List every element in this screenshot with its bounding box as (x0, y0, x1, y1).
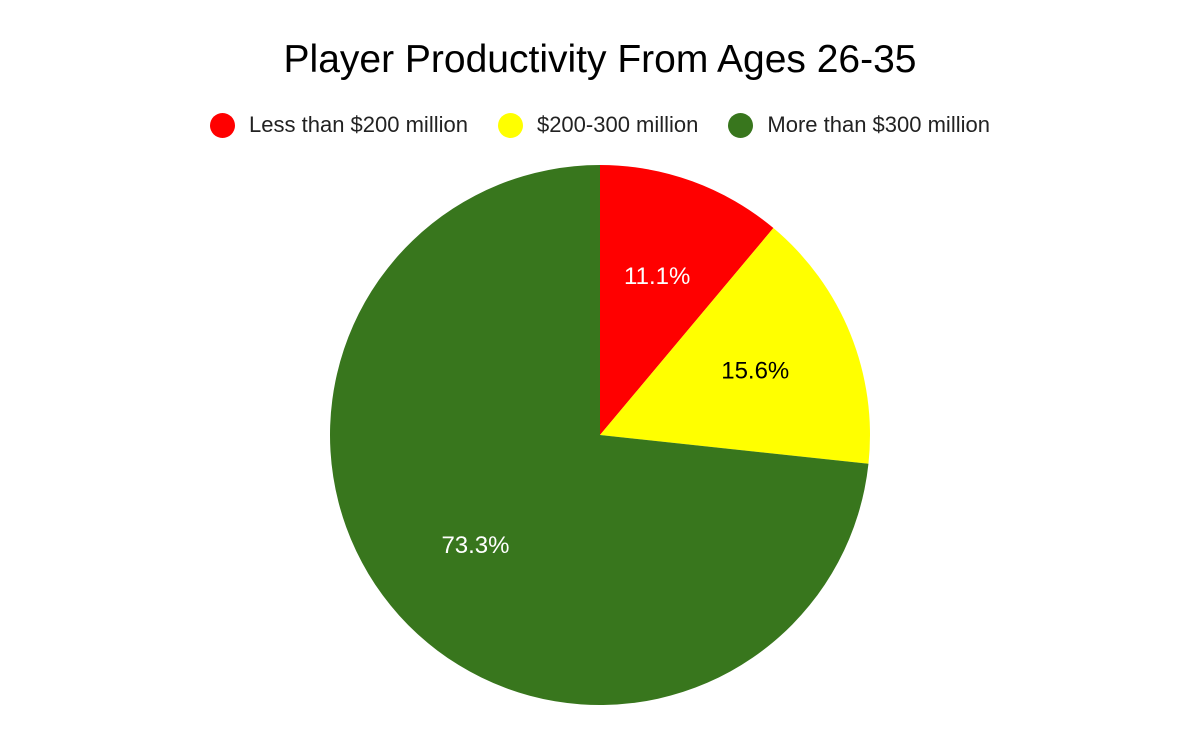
slice-value-label: 15.6% (721, 358, 789, 385)
slice-value-label: 11.1% (624, 263, 690, 290)
slice-less-than-200 (600, 165, 774, 435)
chart-legend: Less than $200 million $200-300 million … (0, 110, 1200, 140)
slice-value-label: 73.3% (441, 532, 509, 559)
legend-item-less-than-200: Less than $200 million (210, 110, 468, 140)
chart-title: Player Productivity From Ages 26-35 (283, 38, 917, 81)
legend-swatch-yellow (497, 112, 523, 138)
legend-item-200-300: $200-300 million (497, 110, 699, 140)
legend-swatch-green (728, 112, 754, 138)
slice-200-300 (600, 228, 870, 464)
legend-label: $200-300 million (536, 112, 699, 137)
legend-label: Less than $200 million (249, 112, 468, 137)
legend-swatch-red (210, 112, 236, 138)
slice-more-than-300 (329, 165, 869, 706)
legend-item-more-than-300: More than $300 million (728, 110, 990, 140)
legend-label: More than $300 million (767, 112, 990, 137)
